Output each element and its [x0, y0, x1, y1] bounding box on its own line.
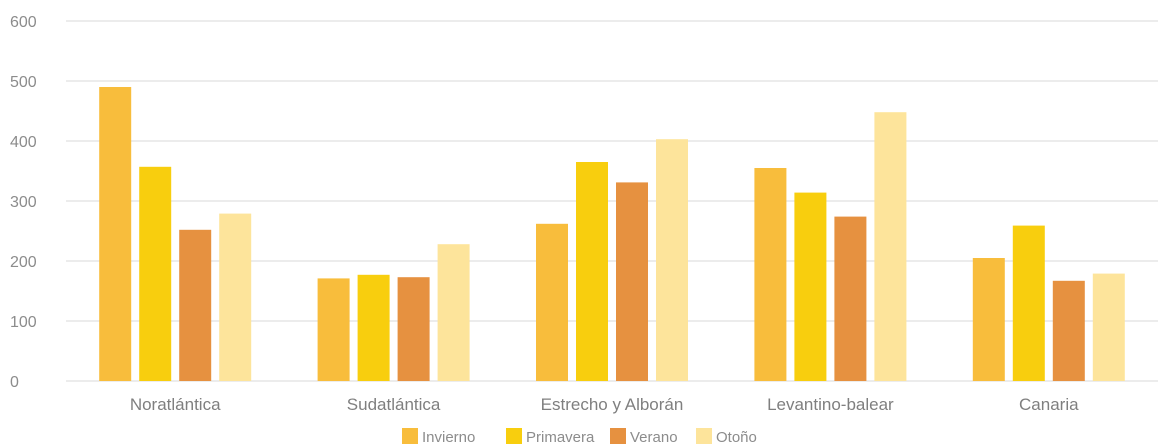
bar-verano-2	[616, 182, 648, 381]
bar-invierno-1	[317, 278, 350, 381]
x-category-label: Noratlántica	[130, 395, 221, 414]
bar-primavera-3	[794, 192, 827, 381]
y-axis-tick-labels: 0 100 200 300 400 500 600	[10, 14, 37, 391]
x-category-label: Levantino-balear	[767, 395, 894, 414]
legend-label-verano: Verano	[630, 429, 678, 445]
bars	[99, 87, 1125, 381]
x-axis-category-labels: Noratlántica Sudatlántica Estrecho y Albor…	[130, 395, 1079, 414]
bar-invierno-4	[972, 258, 1005, 381]
bar-verano-0	[179, 229, 212, 381]
y-tick-label: 400	[10, 134, 37, 151]
legend: Invierno Primavera Verano Otoño	[402, 428, 757, 445]
bar-verano-1	[397, 277, 430, 381]
bar-otoño-0	[219, 213, 252, 381]
bar-verano-4	[1052, 280, 1085, 381]
bar-invierno-3	[754, 168, 787, 381]
legend-label-primavera: Primavera	[526, 429, 595, 445]
bar-primavera-1	[357, 274, 390, 381]
y-tick-label: 600	[10, 14, 37, 31]
legend-label-otoño: Otoño	[716, 429, 757, 445]
legend-label-invierno: Invierno	[422, 429, 475, 445]
x-category-label: Estrecho y Alborán	[541, 395, 684, 414]
x-category-label: Sudatlántica	[347, 395, 441, 414]
bar-invierno-2	[536, 223, 568, 381]
legend-swatch-verano	[610, 428, 626, 444]
y-tick-label: 100	[10, 314, 37, 331]
y-tick-label: 200	[10, 254, 37, 271]
y-tick-label: 0	[10, 374, 19, 391]
bar-otoño-2	[656, 139, 688, 381]
y-tick-label: 300	[10, 194, 37, 211]
bar-verano-3	[834, 216, 867, 381]
bar-otoño-3	[874, 112, 907, 381]
bar-primavera-0	[139, 166, 172, 381]
legend-swatch-invierno	[402, 428, 418, 444]
y-tick-label: 500	[10, 74, 37, 91]
bar-primavera-4	[1012, 225, 1045, 381]
legend-swatch-otoño	[696, 428, 712, 444]
bar-primavera-2	[576, 162, 608, 381]
bar-otoño-1	[437, 244, 470, 381]
x-category-label: Canaria	[1019, 395, 1079, 414]
bar-otoño-4	[1092, 273, 1125, 381]
legend-swatch-primavera	[506, 428, 522, 444]
bar-invierno-0	[99, 87, 132, 381]
